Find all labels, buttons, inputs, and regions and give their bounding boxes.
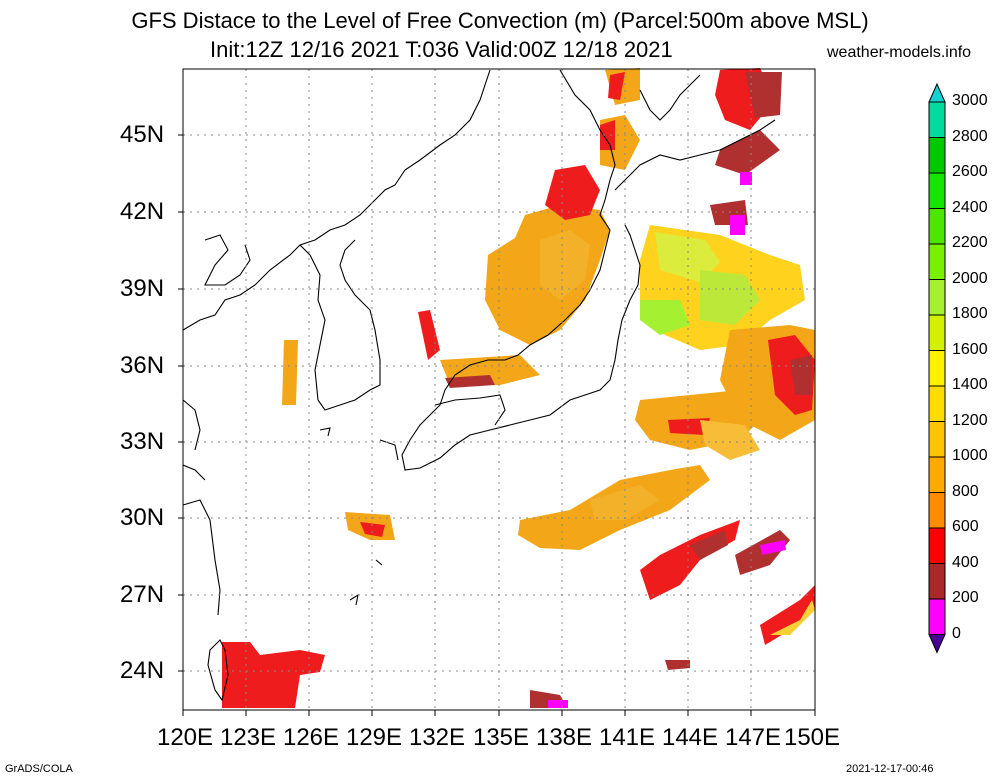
title-line-1: GFS Distace to the Level of Free Convect… <box>131 8 869 33</box>
colorbar-swatch <box>928 350 946 387</box>
lon-label-120e: 120E <box>156 724 214 751</box>
colorbar-swatch <box>928 243 946 280</box>
lat-label-27n: 27N <box>120 581 165 608</box>
colorbar-swatch <box>928 208 946 245</box>
colorbar-label: 2200 <box>952 234 988 251</box>
lat-label-36n: 36N <box>120 352 165 379</box>
coastlines <box>182 69 776 702</box>
footer-credit: GrADS/COLA <box>5 763 73 775</box>
colorbar-swatch <box>928 385 946 422</box>
lat-label-42n: 42N <box>120 198 165 225</box>
lon-label-141e: 141E <box>598 724 656 751</box>
colorbar-swatch <box>928 563 946 600</box>
colorbar <box>928 82 946 654</box>
colorbar-label: 1600 <box>952 340 988 358</box>
colorbar-swatch <box>928 172 946 209</box>
lon-label-132e: 132E <box>408 724 466 751</box>
colorbar-label: 800 <box>952 482 979 500</box>
colorbar-swatch <box>928 456 946 493</box>
lon-label-135e: 135E <box>472 724 530 751</box>
lon-label-123e: 123E <box>219 724 277 751</box>
footer-timestamp: 2021-12-17-00:46 <box>846 763 934 775</box>
colorbar-swatch <box>928 527 946 564</box>
colorbar-swatch <box>928 492 946 529</box>
colorbar-swatch <box>928 137 946 174</box>
gridlines <box>183 69 815 710</box>
colorbar-label: 2600 <box>952 163 988 180</box>
colorbar-label: 1000 <box>952 447 988 464</box>
colorbar-label: 2800 <box>952 127 988 145</box>
colorbar-label: 2000 <box>952 269 988 287</box>
lat-label-39n: 39N <box>120 275 165 302</box>
colorbar-label: 2400 <box>952 198 988 216</box>
colorbar-swatch <box>928 279 946 316</box>
colorbar-label: 200 <box>952 589 979 606</box>
colorbar-swatch <box>928 421 946 458</box>
colorbar-top-arrow <box>928 82 946 103</box>
field-shading <box>222 68 815 708</box>
lon-label-129e: 129E <box>345 724 403 751</box>
lat-label-30n: 30N <box>120 504 165 531</box>
colorbar-swatch <box>928 101 946 138</box>
colorbar-label: 600 <box>952 518 979 535</box>
lat-label-24n: 24N <box>120 657 165 684</box>
title-line-2: Init:12Z 12/16 2021 T:036 Valid:00Z 12/1… <box>210 37 673 62</box>
colorbar-label: 0 <box>952 624 961 642</box>
colorbar-label: 1800 <box>952 305 988 322</box>
lon-label-147e: 147E <box>724 724 782 751</box>
lon-label-144e: 144E <box>661 724 719 751</box>
map-frame <box>178 68 816 716</box>
colorbar-label: 1200 <box>952 411 988 429</box>
lat-label-33n: 33N <box>120 428 165 455</box>
colorbar-label: 3000 <box>952 92 988 109</box>
colorbar-swatch <box>928 598 946 635</box>
site-credit: weather-models.info <box>827 44 972 61</box>
lon-label-138e: 138E <box>535 724 593 751</box>
lon-label-126e: 126E <box>282 724 340 751</box>
lat-label-45n: 45N <box>120 121 165 148</box>
colorbar-bottom-arrow <box>928 634 946 654</box>
colorbar-swatch <box>928 314 946 351</box>
colorbar-label: 1400 <box>952 376 988 393</box>
colorbar-label: 400 <box>952 553 979 571</box>
lon-label-150e: 150E <box>783 724 841 751</box>
